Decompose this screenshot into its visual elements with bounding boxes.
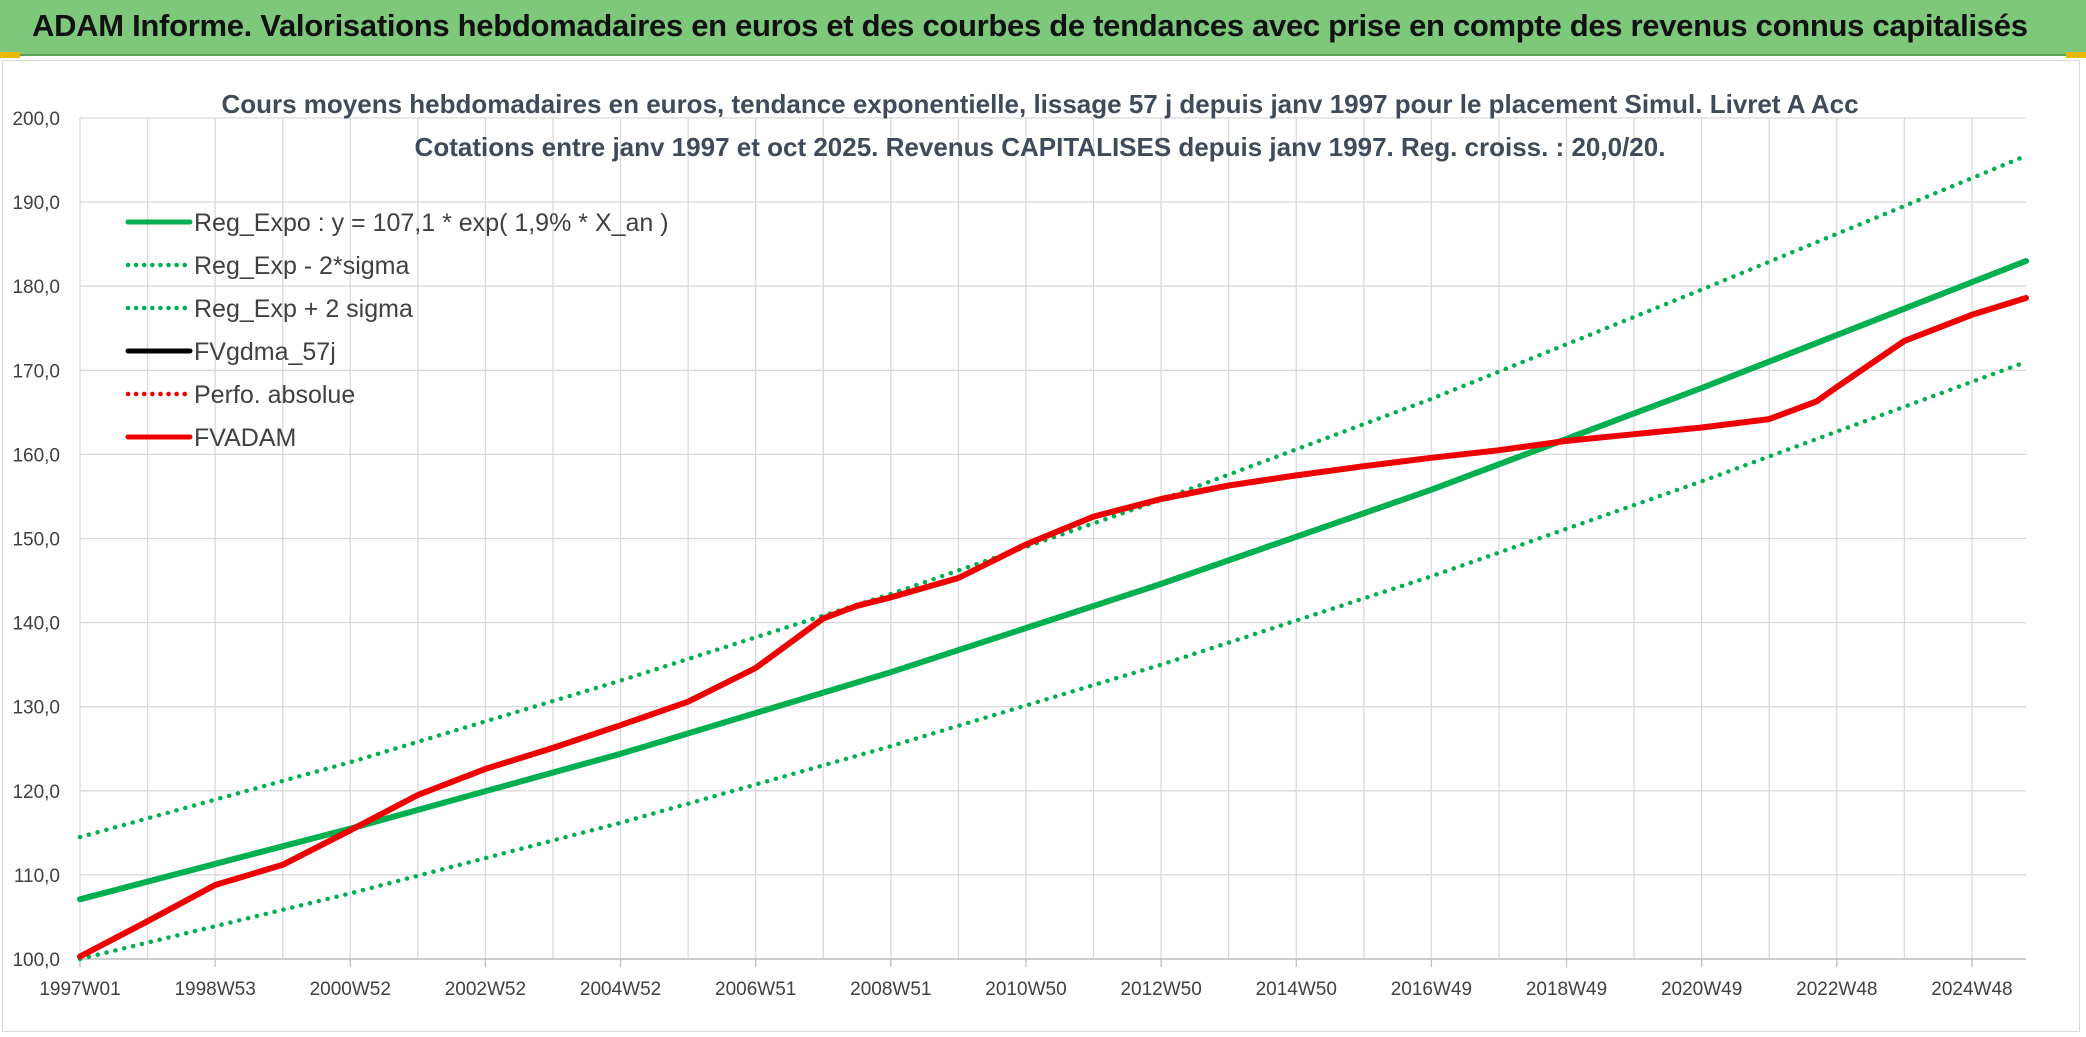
y-tick-label: 200,0 — [12, 109, 60, 130]
x-tick-label: 2008W51 — [850, 979, 931, 1000]
corner-marker — [0, 52, 20, 58]
report-banner: ADAM Informe. Valorisations hebdomadaire… — [0, 0, 2086, 56]
x-tick-label: 2022W48 — [1796, 979, 1877, 1000]
chart-title-line-2: Cotations entre janv 1997 et oct 2025. R… — [415, 132, 1666, 162]
x-tick-label: 2016W49 — [1391, 979, 1472, 1000]
series-line-5 — [77, 295, 2029, 960]
x-tick-label: 2010W50 — [985, 979, 1066, 1000]
legend: Reg_Expo : y = 107,1 * exp( 1,9% * X_an … — [125, 209, 669, 452]
y-tick-label: 170,0 — [12, 361, 60, 382]
x-tick-label: 2024W48 — [1931, 979, 2012, 1000]
x-tick-label: 2000W52 — [310, 979, 391, 1000]
x-tick-label: 2012W50 — [1120, 979, 1201, 1000]
legend-label-5: FVADAM — [194, 424, 296, 452]
x-tick-label: 2004W52 — [580, 979, 661, 1000]
y-tick-label: 160,0 — [12, 445, 60, 466]
legend-label-0: Reg_Expo : y = 107,1 * exp( 1,9% * X_an … — [194, 209, 669, 237]
corner-marker — [2066, 52, 2086, 58]
y-tick-label: 120,0 — [12, 782, 60, 803]
axes: 100,0 110,0 120,0 130,0 140,0 150,0 160,0 170,0… — [12, 109, 2026, 1000]
chart-area-frame — [2, 60, 2080, 1032]
report-title: ADAM Informe. Valorisations hebdomadaire… — [32, 8, 2028, 43]
legend-label-3: FVgdma_57j — [194, 338, 336, 366]
series-line-1 — [77, 359, 2029, 962]
y-tick-label: 130,0 — [12, 698, 60, 719]
y-tick-label: 190,0 — [12, 193, 60, 214]
y-tick-label: 150,0 — [12, 530, 60, 551]
y-tick-label: 180,0 — [12, 277, 60, 298]
y-tick-label: 140,0 — [12, 614, 60, 635]
x-tick-label: 2006W51 — [715, 979, 796, 1000]
series-layer — [77, 153, 2029, 962]
x-tick-label: 2018W49 — [1526, 979, 1607, 1000]
legend-label-4: Perfo. absolue — [194, 381, 355, 409]
series-line-0 — [77, 258, 2029, 903]
legend-label-2: Reg_Exp + 2 sigma — [194, 295, 413, 323]
x-tick-label: 2014W50 — [1256, 979, 1337, 1000]
y-tick-label: 100,0 — [12, 950, 60, 971]
gridlines — [79, 117, 2026, 960]
x-tick-label: 2020W49 — [1661, 979, 1742, 1000]
x-tick-label: 1998W53 — [174, 979, 255, 1000]
x-tick-label: 1997W01 — [39, 979, 120, 1000]
chart-title-line-1: Cours moyens hebdomadaires en euros, ten… — [221, 89, 1858, 119]
legend-label-1: Reg_Exp - 2*sigma — [194, 252, 409, 280]
x-tick-label: 2002W52 — [445, 979, 526, 1000]
y-tick-label: 110,0 — [14, 866, 60, 887]
